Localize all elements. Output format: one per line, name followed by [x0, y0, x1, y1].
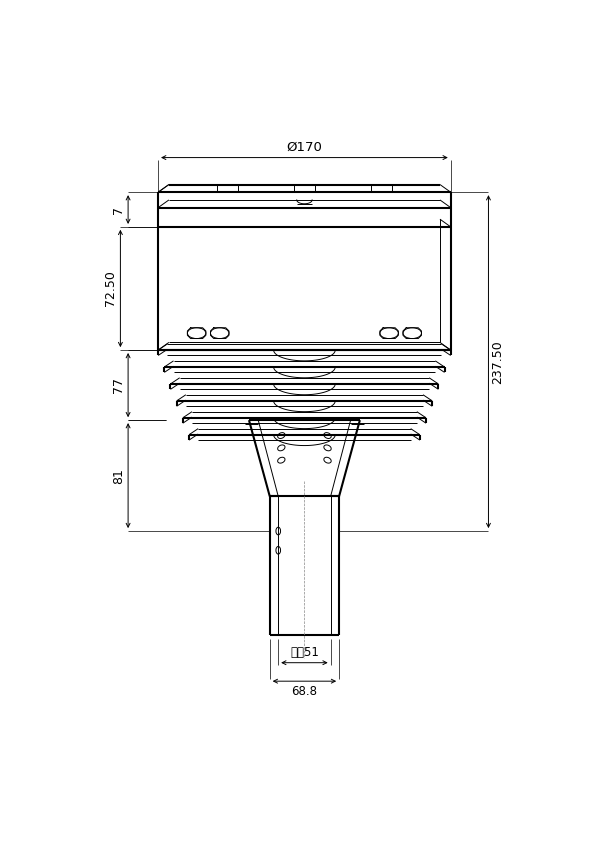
Text: 237.50: 237.50 — [491, 340, 504, 384]
Text: 内兤51: 内兤51 — [290, 646, 319, 659]
Text: 77: 77 — [112, 377, 125, 393]
Text: 68.8: 68.8 — [292, 685, 317, 698]
Text: 7: 7 — [112, 206, 125, 213]
Text: Ø170: Ø170 — [286, 141, 323, 154]
Text: 72.50: 72.50 — [105, 270, 117, 307]
Text: 81: 81 — [112, 467, 125, 484]
